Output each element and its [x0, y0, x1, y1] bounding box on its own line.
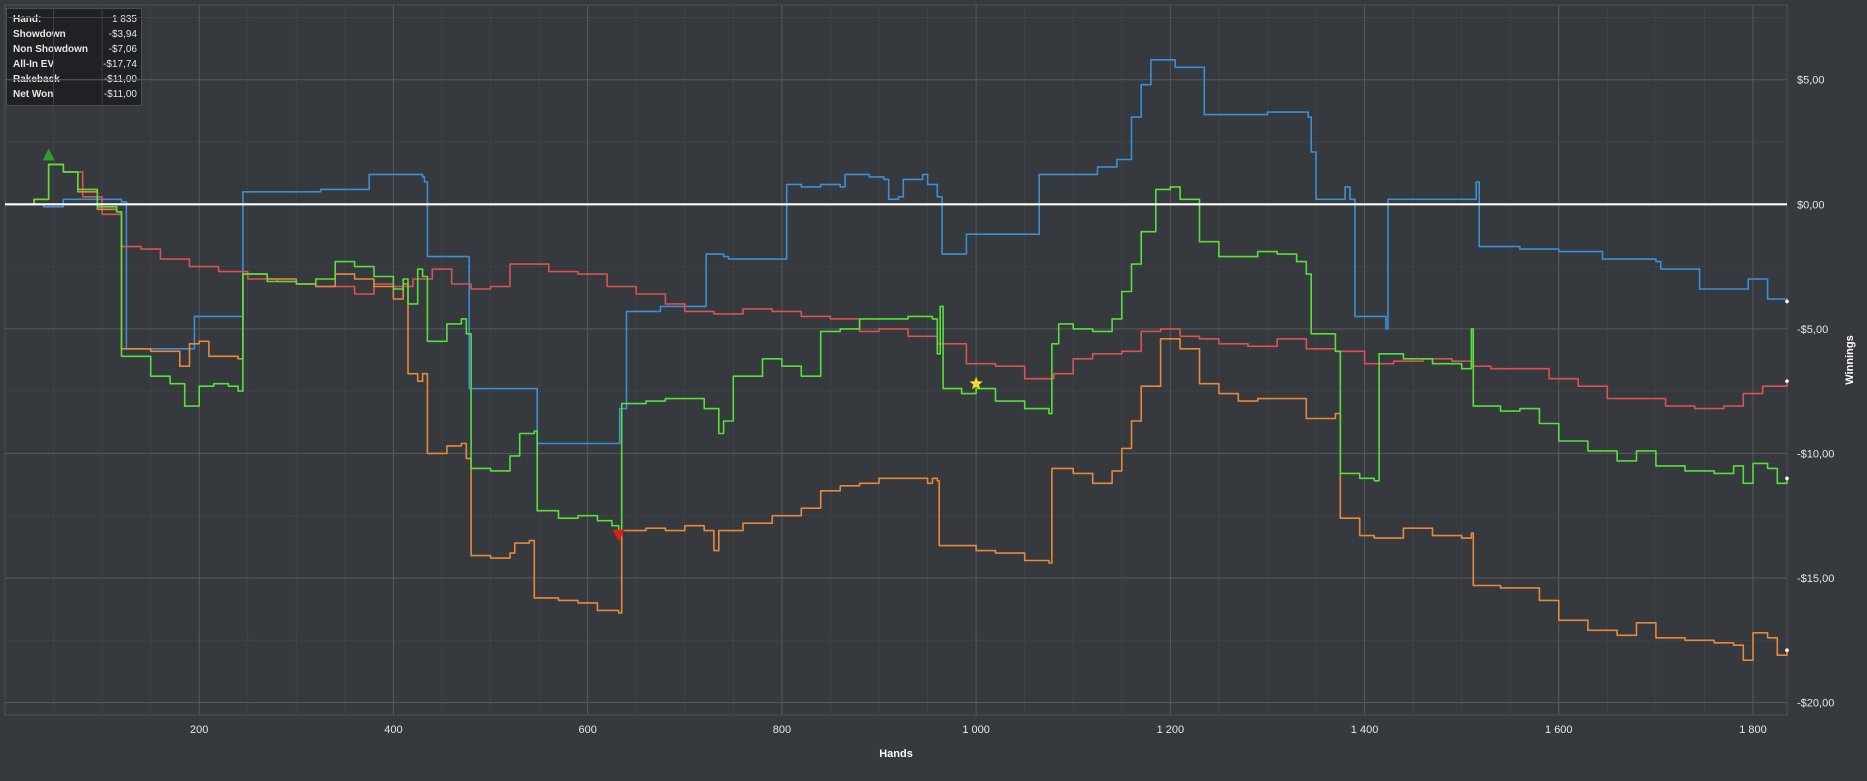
y-tick-label: -$5,00: [1797, 324, 1828, 336]
chart-series: [5, 59, 1789, 661]
summary-value: 1 835: [111, 14, 137, 25]
summary-label: All-In EV: [13, 59, 55, 70]
y-tick-label: -$10,00: [1797, 448, 1834, 460]
summary-row-non-showdown: Non Showdown -$7,06: [13, 42, 137, 57]
y-tick-label: $0,00: [1797, 199, 1825, 211]
series-line-0: [5, 59, 1788, 445]
y-tick-label: $5,00: [1797, 75, 1825, 87]
x-tick-label: 600: [578, 724, 596, 736]
chart-tick-labels: 200 400 600 800 1 000 1 200 1 400 1 600 1 800 $5,…: [190, 75, 1834, 736]
summary-panel: Hand: 1 835 Showdown -$3,94 Non Showdown -$…: [6, 8, 142, 106]
summary-value: -$3,94: [108, 29, 137, 40]
y-axis-title: Winnings: [1844, 335, 1856, 384]
series-end-point: [1785, 299, 1789, 304]
series-end-point: [1785, 379, 1789, 383]
series-end-point: [1785, 476, 1789, 481]
series-end-point: [1785, 648, 1789, 653]
series-line-3: [5, 163, 1788, 532]
summary-row-allin-ev: All-In EV -$17,74: [13, 57, 137, 72]
min-marker-triangle-down-icon: [612, 529, 625, 542]
x-tick-label: 1 400: [1351, 724, 1379, 736]
x-tick-label: 800: [773, 724, 791, 736]
x-axis-title: Hands: [879, 748, 913, 760]
summary-row-showdown: Showdown -$3,94: [13, 27, 137, 42]
chart-grid: [4, 4, 1788, 716]
series-line-2: [5, 163, 1788, 661]
x-tick-label: 1 600: [1545, 724, 1573, 736]
x-tick-label: 200: [190, 724, 208, 736]
summary-row-net-won: Net Won -$11,00: [13, 87, 137, 102]
summary-value: -$11,00: [103, 89, 137, 100]
x-tick-label: 1 000: [962, 724, 990, 736]
plot-frame: [4, 4, 1788, 716]
x-tick-label: 1 200: [1157, 724, 1185, 736]
x-tick-label: 1 800: [1739, 724, 1767, 736]
summary-label: Showdown: [13, 29, 66, 40]
y-tick-label: -$15,00: [1797, 573, 1834, 585]
summary-label: Net Won: [13, 89, 54, 100]
star-marker-icon: [969, 376, 983, 390]
summary-label: Non Showdown: [13, 44, 88, 55]
summary-value: -$7,06: [108, 44, 137, 55]
summary-value: -$17,74: [103, 59, 137, 70]
series-line-1: [5, 163, 1788, 410]
x-tick-label: 400: [384, 724, 402, 736]
summary-row-hand: Hand: 1 835: [13, 12, 137, 27]
summary-label: Hand:: [13, 14, 42, 25]
max-marker-triangle-up-icon: [42, 148, 55, 161]
y-tick-label: -$20,00: [1797, 698, 1834, 710]
chart-markers: [42, 148, 983, 542]
